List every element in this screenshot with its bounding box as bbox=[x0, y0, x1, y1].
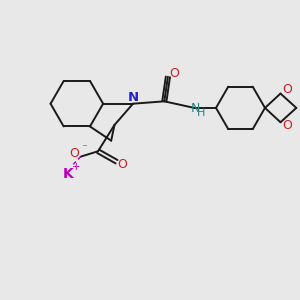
Text: O: O bbox=[282, 83, 292, 97]
Text: +: + bbox=[72, 162, 81, 172]
Text: O: O bbox=[118, 158, 128, 171]
Text: K: K bbox=[63, 167, 74, 181]
Text: H: H bbox=[196, 108, 205, 118]
Text: N: N bbox=[191, 102, 200, 115]
Text: O: O bbox=[169, 67, 179, 80]
Text: O: O bbox=[282, 119, 292, 132]
Text: O: O bbox=[69, 147, 79, 160]
Text: ⁻: ⁻ bbox=[81, 143, 87, 153]
Text: N: N bbox=[128, 91, 139, 103]
